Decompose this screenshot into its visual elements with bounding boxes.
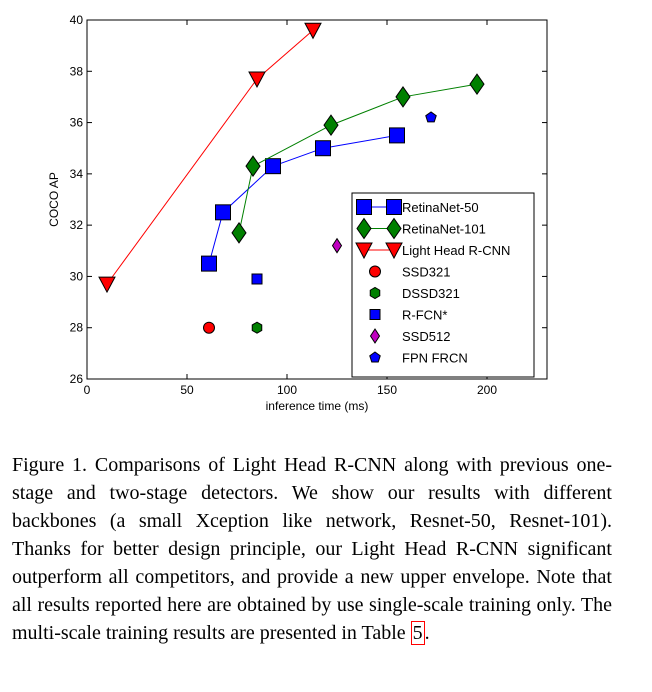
y-tick-label: 34 <box>70 167 84 181</box>
x-tick-label: 50 <box>180 383 194 397</box>
y-tick-label: 32 <box>70 218 84 232</box>
y-tick-label: 28 <box>70 321 84 335</box>
legend-label: RetinaNet-101 <box>402 222 486 237</box>
table-reference-link[interactable]: 5 <box>410 621 425 645</box>
legend-entry: SSD321 <box>369 265 450 280</box>
legend-marker <box>369 265 381 278</box>
series-4 <box>251 321 263 334</box>
legend-entry: DSSD321 <box>369 286 460 301</box>
data-point <box>304 22 322 40</box>
y-tick-label: 36 <box>70 116 84 130</box>
plot-marks <box>98 22 485 334</box>
data-point <box>203 321 215 334</box>
series-line <box>106 29 314 285</box>
data-point <box>201 255 217 272</box>
x-axis: 0 50 100 150 200 <box>84 20 497 397</box>
series-1 <box>231 73 485 244</box>
legend-entry: FPN FRCN <box>369 351 468 366</box>
legend-marker <box>355 242 373 260</box>
legend-label: DSSD321 <box>402 286 460 301</box>
plot-frame <box>86 19 548 380</box>
data-point <box>323 114 339 137</box>
legend-entry: Light Head R-CNN <box>355 242 510 260</box>
legend-box <box>351 192 535 378</box>
series-7 <box>425 111 437 123</box>
legend-label: R-FCN* <box>402 308 448 323</box>
legend-entry: SSD512 <box>369 328 450 344</box>
y-tick-label: 38 <box>70 64 84 78</box>
chart-svg: 0 50 100 150 200 26 28 30 32 34 36 38 40 inference … <box>47 13 548 413</box>
data-point <box>265 158 281 175</box>
legend-label: SSD321 <box>402 265 450 280</box>
series-0 <box>201 127 405 272</box>
y-axis: 26 28 30 32 34 36 38 40 <box>70 13 547 386</box>
legend-marker <box>369 351 381 363</box>
data-point <box>98 276 116 294</box>
legend-label: Light Head R-CNN <box>402 243 510 258</box>
data-point <box>389 127 405 144</box>
x-axis-label: inference time (ms) <box>266 399 369 413</box>
data-point <box>245 155 261 178</box>
legend-entry: R-FCN* <box>369 308 448 323</box>
legend-marker <box>386 199 402 215</box>
legend-entry: RetinaNet-50 <box>356 199 479 215</box>
series-6 <box>331 237 343 254</box>
x-tick-label: 0 <box>84 383 91 397</box>
x-tick-label: 100 <box>277 383 297 397</box>
chart: 0 50 100 150 200 26 28 30 32 34 36 38 40 inference … <box>47 13 548 413</box>
legend-entry: RetinaNet-101 <box>356 217 486 240</box>
legend: RetinaNet-50 RetinaNet-101 Light Head R-CN… <box>351 192 535 378</box>
series-5 <box>251 273 263 285</box>
legend-marker <box>369 286 381 300</box>
legend-marker <box>356 199 372 215</box>
legend-label: FPN FRCN <box>402 351 468 366</box>
data-point <box>315 140 331 157</box>
x-tick-label: 150 <box>377 383 397 397</box>
legend-marker <box>356 217 372 240</box>
legend-label: SSD512 <box>402 329 450 344</box>
legend-marker <box>385 242 403 260</box>
legend-label: RetinaNet-50 <box>402 200 479 215</box>
caption-text: Figure 1. Comparisons of Light Head R-CN… <box>12 454 612 644</box>
y-tick-label: 40 <box>70 13 84 27</box>
legend-marker <box>386 217 402 240</box>
legend-marker <box>369 328 381 344</box>
series-3 <box>203 321 215 334</box>
y-tick-label: 26 <box>70 372 84 386</box>
x-tick-label: 200 <box>477 383 497 397</box>
data-point <box>425 111 437 123</box>
series-2 <box>98 22 322 294</box>
data-point <box>469 73 485 95</box>
data-point <box>215 204 231 221</box>
y-axis-label: COCO AP <box>47 172 61 227</box>
figure-caption: Figure 1. Comparisons of Light Head R-CN… <box>12 451 612 647</box>
caption-end: . <box>424 622 430 644</box>
data-point <box>251 273 263 285</box>
y-tick-label: 30 <box>70 269 84 283</box>
data-point <box>331 237 343 254</box>
data-point <box>251 321 263 334</box>
data-point <box>231 221 247 244</box>
data-point <box>248 71 266 89</box>
data-point <box>395 86 411 108</box>
legend-marker <box>369 309 381 320</box>
